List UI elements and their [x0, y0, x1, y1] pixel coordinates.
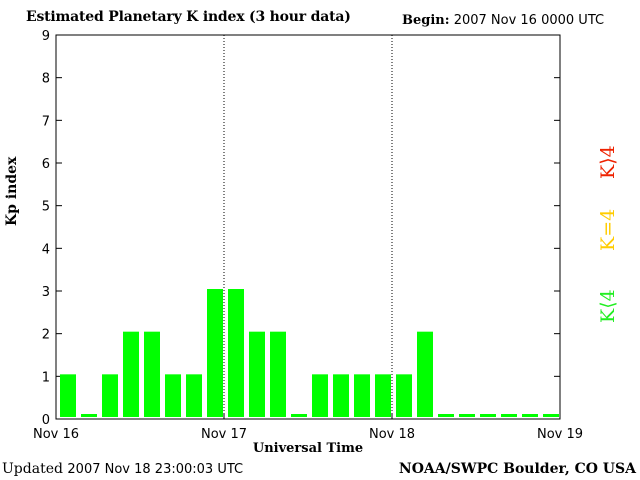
updated-info: Updated 2007 Nov 18 23:00:03 UTC — [2, 461, 243, 477]
y-tick-label: 6 — [42, 157, 50, 172]
x-tick-label: Nov 18 — [369, 427, 415, 442]
kp-bar — [249, 331, 265, 417]
updated-label: Updated — [2, 461, 63, 477]
kp-bar — [480, 414, 496, 417]
kp-bar — [333, 374, 349, 417]
kp-bar — [438, 414, 454, 417]
y-tick-label: 0 — [42, 413, 50, 428]
y-tick-label: 8 — [42, 72, 50, 87]
source-credit: NOAA/SWPC Boulder, CO USA — [398, 461, 636, 477]
kp-bar — [270, 331, 286, 417]
kp-bar — [396, 374, 412, 417]
legend-mid: K=4 — [597, 208, 619, 251]
kp-bar — [459, 414, 475, 417]
x-tick-label: Nov 16 — [33, 427, 79, 442]
kp-bar — [60, 374, 76, 417]
kp-bar — [123, 331, 139, 417]
kp-bar — [207, 289, 223, 417]
chart-title: Estimated Planetary K index (3 hour data… — [26, 9, 351, 25]
plot-frame — [55, 34, 561, 420]
x-axis-title: Universal Time — [253, 441, 363, 456]
y-tick-label: 1 — [42, 370, 50, 385]
y-tick-label: 4 — [42, 242, 50, 257]
kp-bar — [312, 374, 328, 417]
x-tick-label: Nov 19 — [537, 427, 583, 442]
y-tick-label: 7 — [42, 114, 50, 129]
kp-bar — [522, 414, 538, 417]
y-tick-label: 5 — [42, 200, 50, 215]
begin-info: Begin: 2007 Nov 16 0000 UTC — [402, 13, 604, 28]
kp-bar — [228, 289, 244, 417]
begin-label: Begin: — [402, 13, 450, 28]
updated-value: 2007 Nov 18 23:00:03 UTC — [67, 462, 244, 477]
kp-bar — [81, 414, 97, 417]
kp-bar — [144, 331, 160, 417]
y-tick-label: 9 — [42, 29, 50, 44]
kp-bar — [501, 414, 517, 417]
kp-bar — [186, 374, 202, 417]
y-tick-label: 2 — [42, 328, 50, 343]
legend-high: K⟩4 — [597, 145, 619, 179]
y-tick-label: 3 — [42, 285, 50, 300]
kp-bar — [417, 331, 433, 417]
kp-bar — [165, 374, 181, 417]
kp-bar — [102, 374, 118, 417]
kp-bar — [354, 374, 370, 417]
legend-low: K⟨4 — [597, 289, 619, 323]
kp-bar — [543, 414, 559, 417]
begin-value: 2007 Nov 16 0000 UTC — [453, 13, 605, 28]
x-tick-label: Nov 17 — [201, 427, 247, 442]
kp-bar — [291, 414, 307, 417]
kp-bar — [375, 374, 391, 417]
